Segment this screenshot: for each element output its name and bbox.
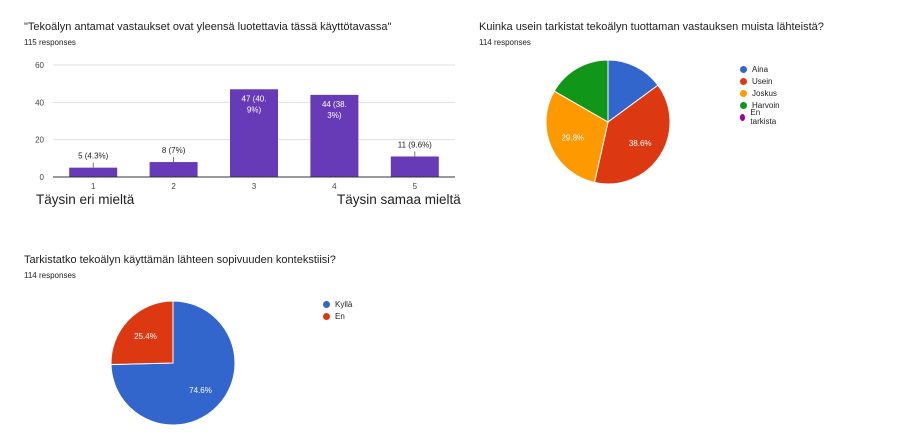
legend-swatch (323, 300, 330, 308)
bar-data-label: 3%) (327, 111, 342, 120)
legend-item: Kyllä (323, 298, 352, 310)
bar-data-label: 44 (38. (322, 100, 347, 109)
question-3-title: Tarkistatko tekoälyn käyttämän lähteen s… (24, 254, 336, 266)
pie-slice (593, 84, 671, 185)
legend-label: Kyllä (335, 299, 353, 309)
question-2-title: Kuinka usein tarkistat tekoälyn tuottama… (479, 21, 824, 33)
pie-slice-label: 74.6% (189, 386, 212, 395)
bar-data-label: 47 (40. (242, 94, 267, 103)
x-tick-label: 2 (171, 182, 176, 191)
pie-slice (607, 59, 659, 123)
legend-swatch (740, 101, 747, 109)
x-tick-label: 1 (91, 182, 96, 191)
pie-legend-frequency: Aina Usein Joskus Harvoin En tarkista (740, 63, 780, 126)
pie-chart-frequency: 38.6% 29.8% (545, 59, 671, 185)
pie-chart-source-check: 74.6% 25.4% (110, 300, 236, 426)
legend-swatch (323, 312, 330, 320)
bar-data-label: 11 (9.6%) (398, 140, 432, 149)
legend-item: Usein (740, 75, 780, 87)
legend-swatch (740, 65, 747, 73)
legend-item: Aina (740, 63, 780, 75)
x-tick-label: 5 (413, 182, 418, 191)
y-tick-label: 20 (35, 136, 44, 145)
legend-label: Joskus (752, 88, 777, 98)
y-tick-label: 40 (35, 98, 44, 107)
question-2-responses: 114 responses (479, 38, 531, 47)
bar-data-label: 8 (7%) (162, 146, 186, 155)
bar (390, 156, 439, 177)
scale-low-label: Täysin eri mieltä (36, 192, 135, 207)
pie-slice-label: 25.4% (134, 332, 157, 341)
pie-slice-label: 29.8% (561, 133, 584, 142)
legend-item: En tarkista (740, 108, 780, 126)
legend-label: Usein (752, 76, 773, 86)
bar (230, 89, 278, 177)
legend-label: Harvoin (752, 100, 780, 110)
pie-slice (553, 59, 609, 123)
legend-label: Aina (752, 64, 769, 74)
bar (310, 94, 359, 177)
legend-item: Joskus (740, 87, 780, 99)
y-tick-label: 60 (35, 61, 44, 70)
legend-item: En (323, 310, 352, 322)
scale-high-label: Täysin samaa mieltä (337, 192, 461, 207)
x-tick-label: 3 (252, 182, 257, 191)
pie-slice (545, 90, 609, 184)
bar-data-label: 5 (4.3%) (78, 152, 109, 161)
legend-swatch (740, 113, 746, 121)
question-3-responses: 114 responses (24, 271, 76, 280)
pie-legend-source-check: Kyllä En (323, 298, 352, 322)
question-1-title: "Tekoälyn antamat vastaukset ovat yleens… (24, 21, 392, 33)
bar-chart: 0 20 40 60 5 (4.3%) 1 8 (7%) 2 47 (40. 9%) 3 44 (38… (35, 61, 455, 191)
x-tick-label: 4 (332, 182, 337, 191)
legend-swatch (740, 77, 747, 85)
legend-item: Harvoin (740, 99, 780, 111)
bar (149, 162, 198, 177)
pie-slice (110, 300, 174, 366)
legend-swatch (740, 89, 747, 97)
bar (69, 167, 118, 177)
pie-slice-label: 38.6% (629, 139, 652, 148)
legend-label: En tarkista (750, 108, 777, 126)
question-1-responses: 115 responses (24, 38, 76, 47)
legend-label: En (335, 311, 345, 321)
bar-data-label: 9%) (247, 105, 262, 114)
y-tick-label: 0 (40, 173, 45, 182)
